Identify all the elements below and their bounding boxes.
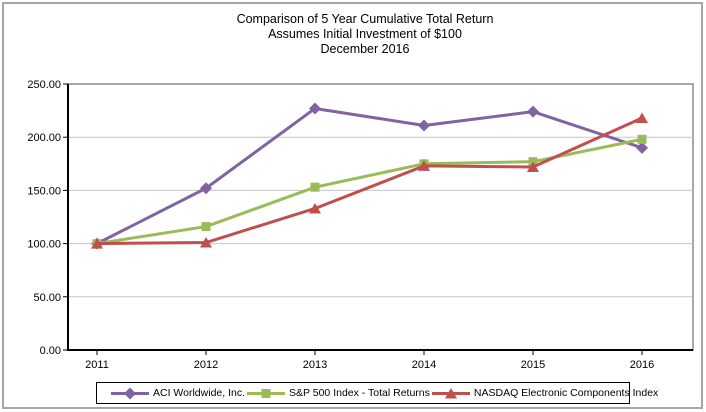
square-legend-marker-icon (247, 388, 286, 398)
x-tick-label: 2014 (412, 359, 436, 371)
legend-entry: S&P 500 Index - Total Returns (245, 387, 430, 400)
triangle-marker (309, 202, 321, 214)
triangle-marker (527, 161, 539, 172)
square-marker (310, 182, 320, 192)
triangle-marker (418, 160, 430, 171)
x-tick-label: 2012 (194, 359, 218, 371)
y-tick-label: 100.00 (27, 239, 61, 251)
y-tick-label: 50.00 (33, 292, 61, 304)
y-tick-label: 0.00 (40, 345, 61, 357)
y-tick-label: 250.00 (27, 79, 61, 91)
legend-label: ACI Worldwide, Inc. (153, 387, 246, 399)
plot-border (67, 83, 694, 351)
x-tick-label: 2016 (630, 359, 654, 371)
chart-title-line1: Comparison of 5 Year Cumulative Total Re… (236, 12, 494, 26)
chart-title-line3: December 2016 (320, 42, 410, 56)
y-tick-label: 200.00 (27, 132, 61, 144)
diamond-marker (527, 105, 539, 118)
series-line (95, 116, 644, 246)
legend-entry: NASDAQ Electronic Components Index (430, 387, 658, 400)
square-marker (201, 222, 211, 232)
diamond-legend-marker-icon (111, 387, 149, 399)
legend-label: NASDAQ Electronic Components Index (473, 387, 659, 399)
series-line (95, 106, 644, 246)
x-tick-label: 2015 (521, 359, 545, 371)
triangle-marker (200, 237, 212, 248)
triangle-marker (636, 112, 648, 124)
chart-title: Comparison of 5 Year Cumulative Total Re… (24, 12, 706, 57)
triangle-marker (91, 238, 103, 249)
chart-title-line2: Assumes Initial Investment of $100 (268, 27, 462, 41)
diamond-marker (200, 182, 212, 195)
x-tick-label: 2013 (303, 359, 327, 371)
legend-label: S&P 500 Index - Total Returns (289, 387, 430, 399)
x-tick-label: 2011 (85, 359, 109, 371)
diamond-marker (309, 102, 321, 115)
triangle-legend-marker-icon (431, 387, 470, 398)
legend: ACI Worldwide, Inc. S&P 500 Index - Total… (96, 382, 658, 404)
diamond-marker (636, 141, 648, 154)
legend-entry: ACI Worldwide, Inc. (109, 387, 245, 400)
square-marker (637, 134, 647, 144)
y-tick-label: 150.00 (27, 185, 61, 197)
diamond-marker (418, 119, 430, 132)
